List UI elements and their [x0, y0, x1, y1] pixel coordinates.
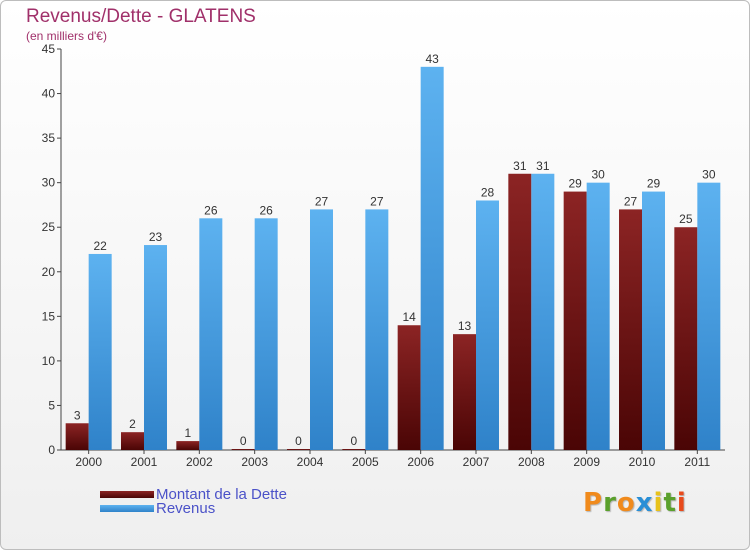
- logo-letter: x: [635, 488, 654, 518]
- bar-revenus: [254, 218, 278, 450]
- y-tick-label: 25: [42, 220, 56, 234]
- x-tick-label: 2010: [629, 455, 656, 469]
- y-tick-label: 0: [48, 443, 55, 457]
- bar-debt: [231, 449, 255, 450]
- value-label-debt: 2: [129, 417, 136, 431]
- proxiti-logo: Proxiti: [583, 488, 687, 518]
- bar-debt: [176, 441, 200, 450]
- bar-revenus: [697, 182, 721, 450]
- bar-debt: [397, 325, 421, 450]
- bar-debt: [121, 432, 144, 450]
- bar-revenus: [531, 173, 555, 450]
- x-tick-label: 2005: [352, 455, 379, 469]
- value-label-revenus: 26: [204, 203, 218, 217]
- legend-label-debt: Montant de la Dette: [156, 486, 287, 503]
- value-label-revenus: 29: [647, 177, 661, 191]
- bar-debt: [453, 334, 476, 450]
- logo-letter: o: [616, 488, 636, 518]
- x-tick-label: 2004: [297, 455, 324, 469]
- logo-letter: t: [663, 488, 677, 518]
- bar-revenus: [642, 191, 665, 451]
- legend-swatch-debt: [100, 491, 154, 498]
- value-label-debt: 1: [184, 426, 191, 440]
- y-tick-label: 15: [42, 309, 56, 323]
- value-label-debt: 14: [402, 310, 416, 324]
- y-tick-label: 40: [42, 87, 56, 101]
- value-label-revenus: 27: [370, 194, 384, 208]
- bar-revenus: [476, 200, 499, 450]
- value-label-revenus: 30: [591, 168, 605, 182]
- bar-revenus: [199, 218, 223, 450]
- legend-label-revenus: Revenus: [156, 500, 216, 517]
- legend-swatch-revenus: [100, 505, 154, 512]
- y-tick-label: 30: [42, 176, 56, 190]
- x-tick-label: 2006: [407, 455, 434, 469]
- x-tick-label: 2000: [75, 455, 102, 469]
- value-label-revenus: 23: [149, 230, 163, 244]
- value-label-debt: 25: [679, 212, 693, 226]
- value-label-debt: 31: [513, 159, 527, 173]
- value-label-debt: 27: [624, 194, 638, 208]
- bar-revenus: [586, 182, 610, 450]
- bar-revenus: [88, 253, 112, 450]
- y-tick-label: 45: [42, 42, 56, 56]
- value-label-revenus: 30: [702, 168, 716, 182]
- chart-subtitle: (en milliers d'€): [26, 29, 107, 43]
- y-tick-label: 5: [48, 398, 55, 412]
- bar-debt: [619, 209, 642, 450]
- y-tick-label: 10: [42, 354, 56, 368]
- value-label-debt: 29: [568, 177, 582, 191]
- value-label-revenus: 22: [93, 239, 107, 253]
- logo-letter: i: [653, 488, 664, 518]
- x-tick-label: 2003: [241, 455, 268, 469]
- bar-debt: [508, 173, 532, 450]
- value-label-revenus: 28: [481, 185, 495, 199]
- value-label-debt: 0: [295, 434, 302, 448]
- value-label-revenus: 31: [536, 159, 550, 173]
- bar-debt: [342, 449, 366, 450]
- value-label-revenus: 43: [425, 52, 439, 66]
- value-label-revenus: 26: [259, 203, 273, 217]
- x-tick-label: 2007: [463, 455, 490, 469]
- x-tick-label: 2002: [186, 455, 213, 469]
- bar-debt: [563, 191, 587, 451]
- value-label-revenus: 27: [315, 194, 329, 208]
- x-tick-label: 2008: [518, 455, 545, 469]
- bar-revenus: [365, 209, 389, 450]
- x-tick-label: 2009: [573, 455, 600, 469]
- bar-debt: [287, 449, 310, 450]
- y-tick-label: 35: [42, 131, 56, 145]
- x-tick-label: 2011: [684, 455, 710, 469]
- bar-revenus: [420, 66, 444, 451]
- x-tick-label: 2001: [131, 455, 158, 469]
- y-tick-label: 20: [42, 265, 56, 279]
- chart-title: Revenus/Dette - GLATENS: [26, 6, 256, 27]
- bar-revenus: [144, 245, 167, 450]
- value-label-debt: 0: [350, 434, 357, 448]
- logo-letter: i: [676, 488, 687, 518]
- logo-letter: r: [603, 488, 617, 518]
- bar-revenus: [310, 209, 333, 450]
- value-label-debt: 3: [74, 408, 81, 422]
- value-label-debt: 0: [240, 434, 247, 448]
- bar-debt: [674, 227, 698, 450]
- logo-letter: P: [583, 488, 604, 518]
- bar-debt: [65, 423, 89, 450]
- value-label-debt: 13: [458, 319, 472, 333]
